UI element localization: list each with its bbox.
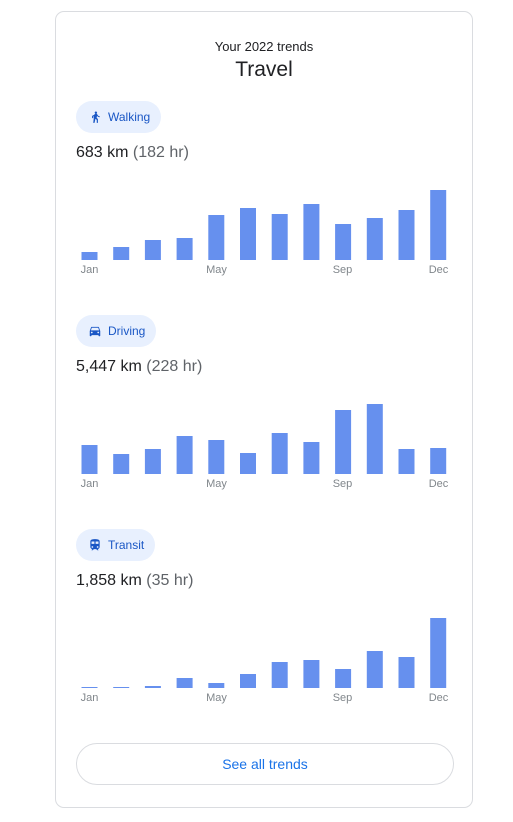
transit-bar-mar — [144, 686, 161, 688]
transit-bar-jan — [81, 687, 98, 688]
driving-bar-dec — [430, 448, 447, 474]
section-driving: Driving 5,447 km (228 hr) Jan May Sep De… — [76, 315, 456, 515]
walking-bar-may — [208, 215, 225, 260]
section-transit: Transit 1,858 km (35 hr) Jan May Sep Dec — [76, 529, 456, 729]
transit-bar-sep — [335, 669, 352, 688]
see-all-trends-button[interactable]: See all trends — [76, 743, 454, 785]
transit-bar-aug — [303, 660, 320, 688]
transit-bar-jul — [271, 662, 288, 688]
driving-axis-label-jan: Jan — [80, 478, 99, 490]
walking-duration: (182 hr) — [132, 144, 189, 161]
walking-bar-oct — [366, 218, 383, 260]
walking-chip-label: Walking — [108, 110, 151, 124]
transit-axis-label-sep: Sep — [332, 692, 353, 704]
card-subtitle: Your 2022 trends — [214, 39, 314, 54]
transit-axis-label-may: May — [206, 692, 227, 704]
walking-total: 683 km (182 hr) — [76, 144, 189, 162]
transit-total: 1,858 km (35 hr) — [76, 572, 193, 590]
driving-bar-may — [208, 440, 225, 474]
driving-bar-aug — [303, 442, 320, 474]
transit-chip-label: Transit — [108, 538, 145, 552]
section-walking: Walking 683 km (182 hr) Jan May Sep Dec — [76, 101, 456, 301]
driving-distance: 5,447 km — [76, 358, 142, 375]
walking-chip[interactable]: Walking — [76, 101, 162, 133]
transit-bar-may — [208, 683, 225, 688]
driving-bar-oct — [366, 404, 383, 474]
walking-bar-jan — [81, 252, 98, 260]
driving-bar-jan — [81, 445, 98, 474]
driving-bar-sep — [335, 410, 352, 474]
walking-bar-feb — [113, 247, 130, 260]
driving-axis-label-may: May — [206, 478, 227, 490]
walking-bar-dec — [430, 190, 447, 260]
transit-bar-oct — [366, 651, 383, 688]
walking-bar-chart — [81, 190, 447, 260]
transit-axis-label-jan: Jan — [80, 692, 99, 704]
driving-axis-label-sep: Sep — [332, 478, 353, 490]
transit-bar-chart — [81, 618, 447, 688]
walking-icon — [88, 110, 102, 124]
walking-bar-jul — [271, 214, 288, 260]
walking-axis-label-dec: Dec — [428, 264, 449, 276]
transit-bar-feb — [113, 687, 130, 688]
walking-axis-label-may: May — [206, 264, 227, 276]
driving-bar-jun — [240, 453, 256, 474]
transit-bar-jun — [240, 674, 256, 688]
transit-bar-apr — [176, 678, 193, 688]
driving-bar-jul — [271, 433, 288, 474]
train-icon — [88, 538, 102, 552]
walking-bar-mar — [144, 240, 161, 260]
driving-total: 5,447 km (228 hr) — [76, 358, 202, 376]
travel-trends-card: Your 2022 trends Travel Walking 683 km (… — [55, 11, 473, 808]
transit-bar-nov — [398, 657, 415, 688]
driving-bar-nov — [398, 449, 415, 474]
transit-axis-label-dec: Dec — [428, 692, 449, 704]
driving-chip-label: Driving — [108, 324, 146, 338]
driving-chip[interactable]: Driving — [76, 315, 157, 347]
car-icon — [88, 324, 102, 338]
driving-bar-feb — [113, 454, 130, 474]
driving-bar-mar — [144, 449, 161, 474]
driving-bar-chart — [81, 404, 447, 474]
driving-duration: (228 hr) — [146, 358, 203, 375]
walking-axis-label-sep: Sep — [332, 264, 353, 276]
walking-axis-label-jan: Jan — [80, 264, 99, 276]
walking-distance: 683 km — [76, 144, 129, 161]
walking-bar-jun — [240, 208, 256, 260]
walking-bar-nov — [398, 210, 415, 260]
transit-bar-dec — [430, 618, 447, 688]
transit-duration: (35 hr) — [146, 572, 194, 589]
driving-bar-apr — [176, 436, 193, 474]
walking-bar-apr — [176, 238, 193, 260]
walking-bar-aug — [303, 204, 320, 260]
transit-distance: 1,858 km — [76, 572, 142, 589]
card-title: Travel — [235, 58, 293, 81]
transit-chip[interactable]: Transit — [76, 529, 156, 561]
driving-axis-label-dec: Dec — [428, 478, 449, 490]
walking-bar-sep — [335, 224, 352, 260]
